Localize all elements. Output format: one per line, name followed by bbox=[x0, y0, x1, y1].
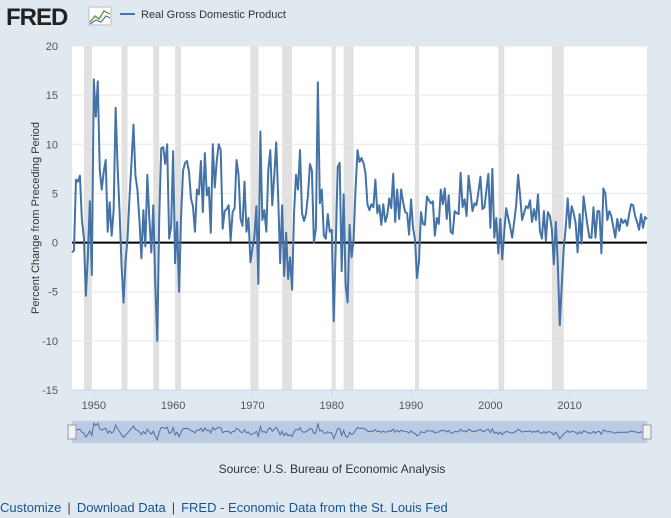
recession-band bbox=[331, 46, 336, 390]
recession-band bbox=[153, 46, 160, 390]
navigator-handle bbox=[67, 424, 77, 440]
navigator bbox=[71, 420, 648, 444]
logo: FRED bbox=[6, 4, 68, 31]
recession-band bbox=[83, 46, 92, 390]
x-tick-label: 1990 bbox=[399, 400, 423, 412]
navigator-handle bbox=[642, 424, 652, 440]
recession-band bbox=[415, 46, 419, 390]
link[interactable]: Download Data bbox=[76, 500, 166, 515]
recession-band bbox=[250, 46, 259, 390]
y-tick-label: 15 bbox=[46, 90, 58, 102]
link[interactable]: FRED - Economic Data from the St. Louis … bbox=[181, 500, 448, 515]
x-tick-label: 1960 bbox=[161, 400, 185, 412]
y-tick-label: 20 bbox=[46, 41, 58, 53]
link[interactable]: Customize bbox=[0, 500, 62, 515]
y-tick-label: 5 bbox=[52, 188, 58, 200]
recession-band bbox=[498, 46, 505, 390]
separator: | bbox=[67, 500, 71, 515]
recession-band bbox=[551, 46, 564, 390]
separator: | bbox=[171, 500, 176, 515]
recession-band bbox=[121, 46, 128, 390]
y-tick-label: 10 bbox=[46, 139, 58, 151]
navigator-line bbox=[71, 421, 648, 442]
logo-icon bbox=[88, 6, 112, 26]
y-axis-label: Percent Change from Preceding Period bbox=[30, 122, 42, 314]
recession-band bbox=[175, 46, 182, 390]
y-tick-label: 0 bbox=[52, 238, 58, 250]
recession-band bbox=[282, 46, 293, 390]
y-tick-label: -10 bbox=[42, 336, 58, 348]
data-line bbox=[71, 78, 648, 342]
links: Customize | Download Data | FRED - Economic … bbox=[0, 500, 448, 515]
x-tick-label: 2000 bbox=[478, 400, 502, 412]
legend-label: Real Gross Domestic Product bbox=[141, 9, 286, 21]
recession-band bbox=[343, 46, 354, 390]
x-tick-label: 2010 bbox=[557, 400, 581, 412]
y-tick-label: -15 bbox=[42, 385, 58, 397]
chart: FRED -15 -10 -5 0 5 10 15 20 1950 1960 1970 1980 199… bbox=[6, 4, 652, 476]
x-tick-label: 1970 bbox=[240, 400, 264, 412]
source: Source: U.S. Bureau of Economic Analysis bbox=[219, 462, 446, 476]
x-tick-label: 1980 bbox=[319, 400, 343, 412]
x-tick-label: 1950 bbox=[82, 400, 106, 412]
y-tick-label: -5 bbox=[48, 287, 58, 299]
